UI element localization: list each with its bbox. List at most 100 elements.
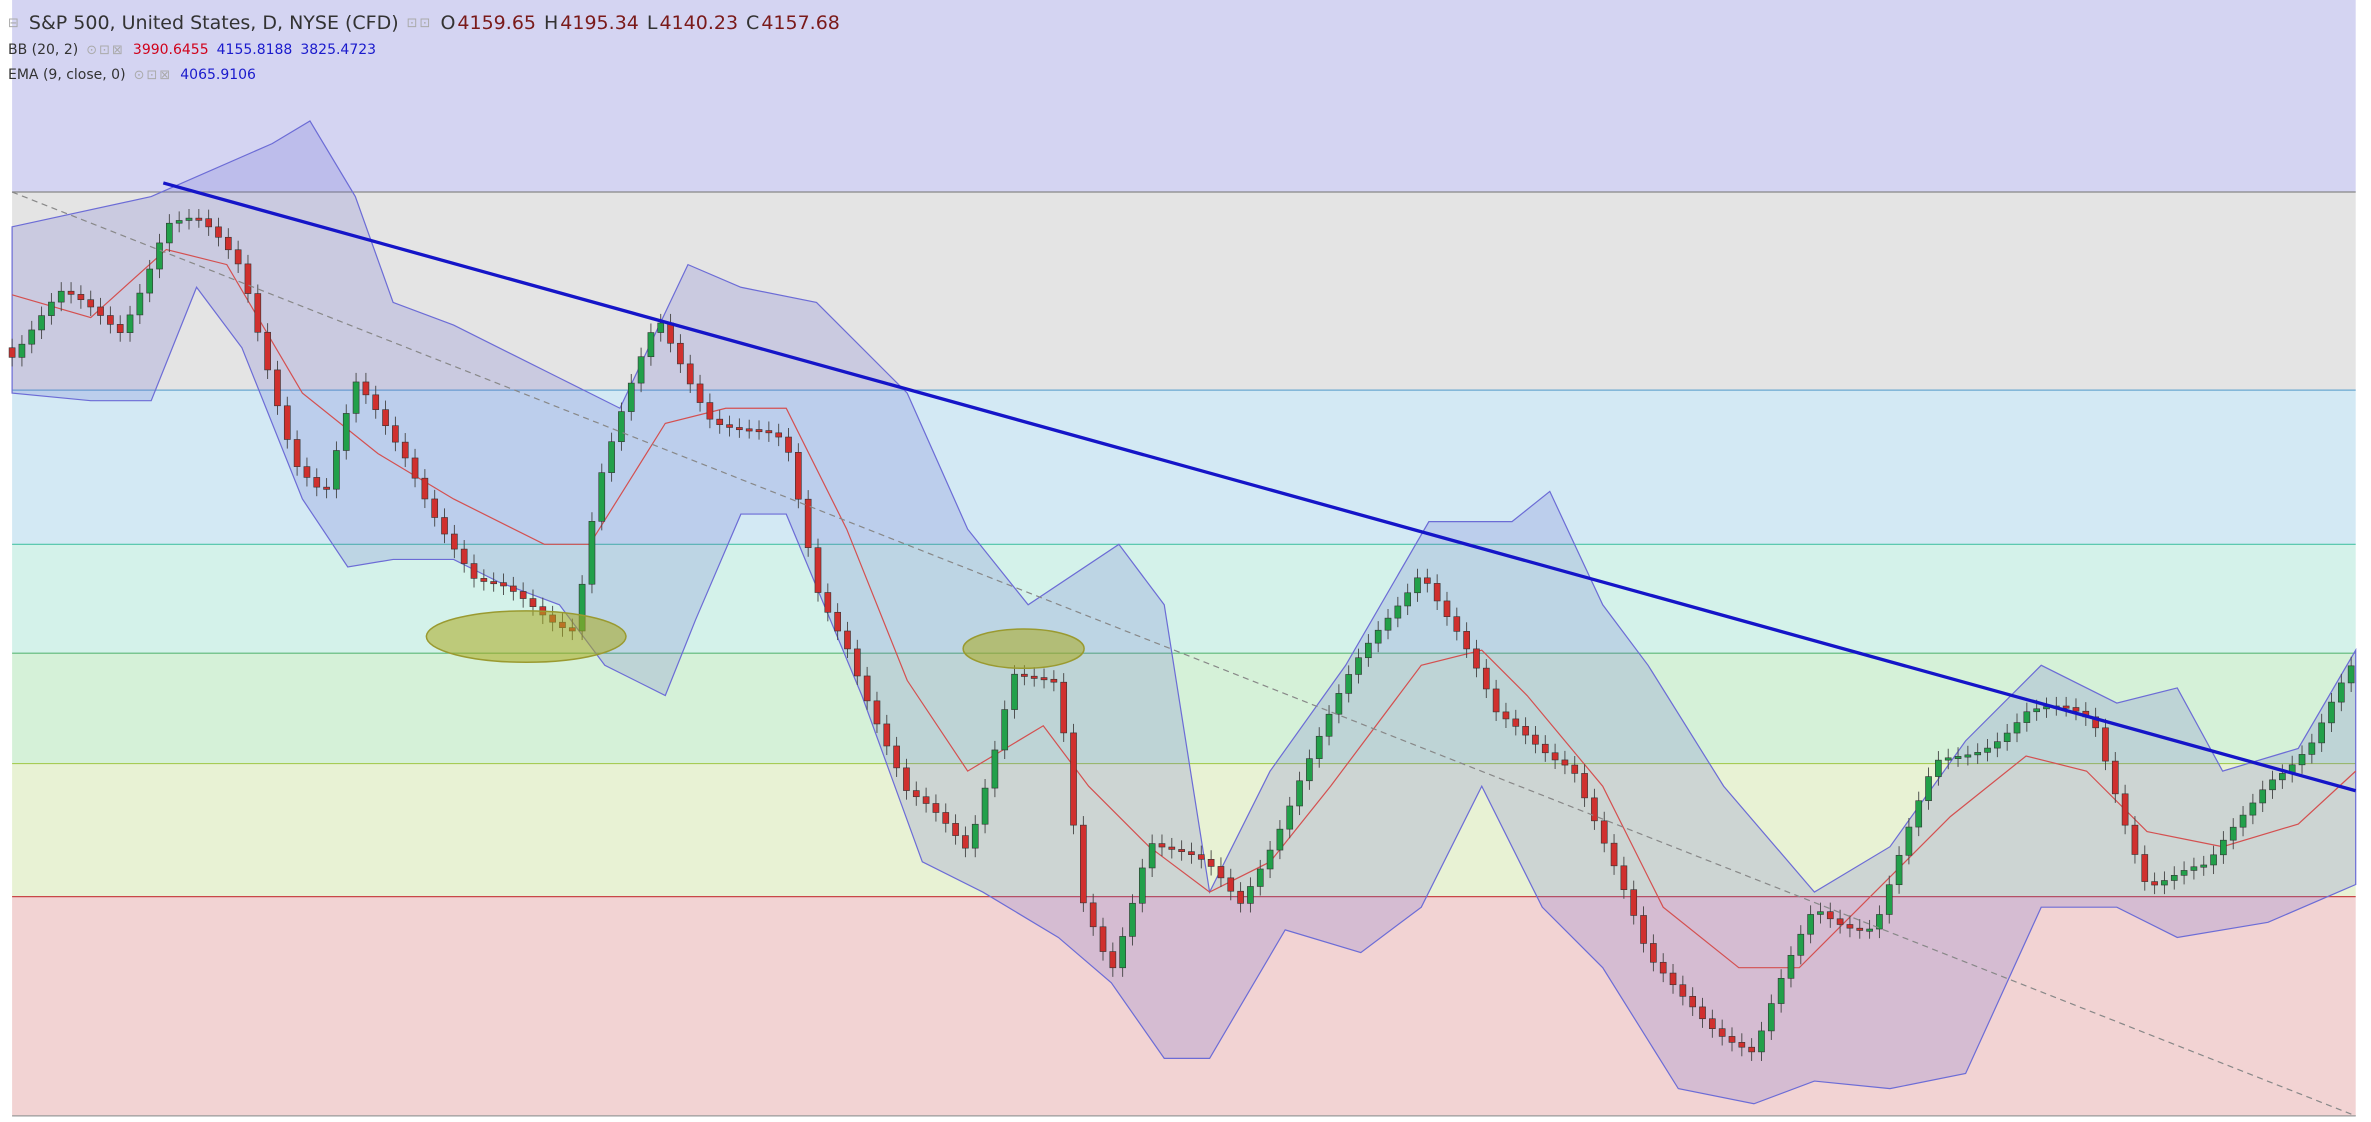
candle-body (1424, 577, 1431, 584)
candle-body (234, 249, 242, 265)
candle-body (470, 563, 478, 579)
candle-body (686, 363, 694, 385)
candle-body (1178, 849, 1185, 852)
bb-legend: BB (20, 2) ⊙⊡⊠ 3990.6455 4155.8188 3825.… (8, 42, 376, 58)
candle-body (1414, 577, 1421, 594)
candle-body (264, 331, 271, 371)
candle-body (618, 411, 625, 443)
candle-body (1630, 889, 1638, 916)
candle-body (1728, 1036, 1736, 1043)
candle-body (2033, 708, 2040, 713)
candle-body (1374, 629, 1382, 644)
candle-body (922, 796, 930, 804)
candle-body (2259, 789, 2267, 804)
candle-body (224, 236, 232, 251)
candle-body (1935, 759, 1942, 777)
candle-body (8, 347, 16, 358)
ohlc-label: L (646, 12, 658, 34)
candle-body (136, 292, 144, 316)
candle-body (627, 382, 635, 412)
candle-body (283, 405, 291, 440)
candle-body (991, 749, 999, 789)
candle-body (863, 675, 871, 702)
candle-body (1168, 846, 1176, 850)
candle-body (1089, 902, 1097, 928)
fib-zone (12, 896, 2356, 1116)
legend-icons[interactable]: ⊡⊡ (406, 15, 433, 31)
candle-body (1296, 780, 1303, 807)
candle-body (352, 381, 360, 414)
candle-body (529, 598, 537, 607)
candle-body (1895, 854, 1903, 886)
candle-body (2121, 793, 2129, 826)
candle-body (2190, 866, 2198, 871)
candle-body (1885, 884, 1893, 915)
candle-body (2200, 864, 2208, 868)
candle-body (1482, 667, 1490, 690)
candle-body (903, 767, 910, 791)
candle-body (1443, 600, 1451, 617)
candle-body (2220, 839, 2227, 856)
candle-body (853, 648, 861, 677)
candle-body (804, 498, 812, 549)
candle-body (726, 424, 733, 428)
candle-body (2279, 773, 2286, 781)
candle-body (1836, 918, 1844, 925)
trendline (162, 181, 2357, 793)
candle-body (1581, 773, 1588, 799)
candle-body (146, 268, 154, 294)
drawing (8, 0, 2357, 1117)
candle-body (313, 477, 321, 488)
candle-body (736, 427, 743, 431)
candle-body (637, 356, 645, 384)
candle-body (293, 439, 301, 467)
candle-body (775, 432, 783, 438)
candle-body (1640, 915, 1647, 944)
candle-body (1355, 657, 1362, 675)
candle-body (2023, 711, 2031, 723)
candle-body (67, 290, 75, 295)
candle-body (97, 306, 104, 316)
candle-body (608, 441, 615, 473)
candle-body (1365, 642, 1372, 659)
fib-zone (12, 0, 2356, 193)
candle-body (1699, 1006, 1706, 1020)
candle-body (1138, 867, 1146, 904)
candle-body (706, 402, 714, 420)
indicator-icons[interactable]: ⊙⊡⊠ (86, 42, 125, 58)
candle-body (755, 429, 763, 433)
candle-body (38, 315, 45, 331)
candle-body (716, 418, 724, 425)
ohlc-value: 4159.65 (457, 12, 536, 34)
candle-body (873, 700, 881, 725)
collapse-icon[interactable]: ⊟ (8, 15, 21, 31)
ohlc-value: 4157.68 (761, 12, 840, 34)
candle-body (1718, 1028, 1726, 1037)
candle-body (1080, 824, 1087, 904)
candle-body (1620, 865, 1628, 890)
candle-body (1522, 726, 1529, 736)
candle-body (1797, 933, 1805, 956)
ema-legend: EMA (9, close, 0) ⊙⊡⊠ 4065.9106 (8, 67, 256, 83)
indicator-value: 4155.8188 (216, 42, 293, 58)
candle-body (441, 517, 448, 535)
candle-body (1551, 752, 1559, 761)
indicator-icons[interactable]: ⊙⊡⊠ (133, 67, 173, 83)
candle-body (215, 226, 222, 238)
dashed-trendline (11, 191, 2356, 1117)
candle-body (1748, 1046, 1755, 1053)
candle-body (2141, 854, 2149, 882)
candle-body (2131, 824, 2139, 855)
candle-body (1473, 648, 1480, 669)
candle-body (1866, 928, 1873, 932)
candle-body (1807, 914, 1814, 935)
candle-body (1237, 890, 1244, 904)
candle-body (2003, 732, 2011, 742)
ema-line (11, 248, 2357, 969)
candle-body (1925, 776, 1932, 802)
candle-body (342, 413, 350, 451)
candle-body (274, 369, 281, 407)
candle-body (1040, 677, 1048, 681)
candle-body (1532, 734, 1539, 745)
candle-body (2239, 814, 2247, 828)
